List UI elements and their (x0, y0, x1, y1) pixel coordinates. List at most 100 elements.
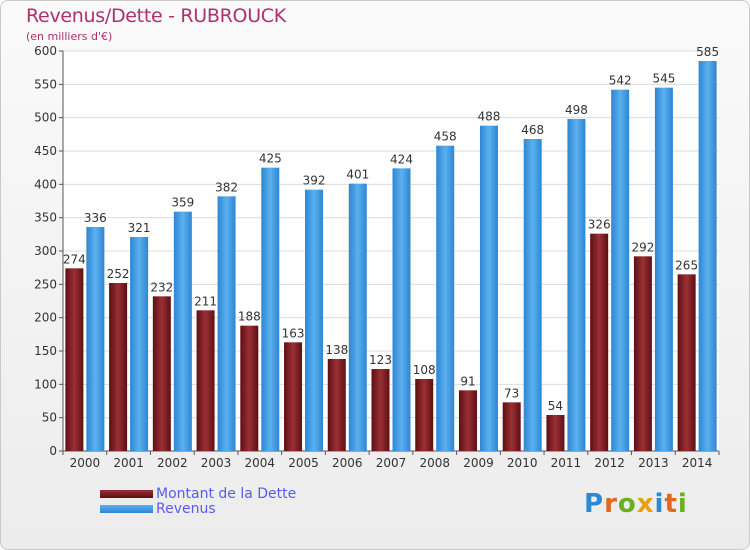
revenus-bar (348, 183, 367, 451)
debt-bar-label: 108 (413, 363, 436, 377)
x-tick-label: 2010 (507, 456, 538, 470)
revenus-bar-label: 545 (652, 72, 675, 86)
revenus-bar (305, 189, 324, 451)
data-labels: 274 336 252 321 232 359 211 382 188 425 163 392 138 4… (63, 45, 719, 413)
x-tick-label: 2009 (463, 456, 494, 470)
logo-letter: i (654, 489, 665, 519)
debt-bar (152, 296, 171, 451)
logo-letter: r (604, 489, 618, 519)
revenus-bar-label: 401 (346, 168, 369, 182)
legend-label-debt: Montant de la Dette (156, 486, 297, 502)
x-tick-label: 2003 (201, 456, 232, 470)
debt-bar (546, 415, 565, 451)
revenus-bar-label: 424 (390, 152, 413, 166)
revenus-bar (86, 227, 105, 451)
y-tick-label: 600 (34, 44, 57, 58)
y-tick-label: 550 (34, 77, 57, 91)
y-axis-ticks: 0 50 100 150 200 250 300 350 400 450 500 550 600 (34, 44, 719, 458)
revenus-bar-label: 382 (215, 180, 238, 194)
revenus-bar (130, 237, 149, 451)
debt-bar-label: 73 (504, 386, 519, 400)
x-tick-label: 2007 (376, 456, 407, 470)
revenus-bar-label: 458 (434, 130, 457, 144)
y-tick-label: 250 (34, 277, 57, 291)
revenus-bar-label: 392 (303, 174, 326, 188)
y-tick-label: 450 (34, 144, 57, 158)
y-tick-label: 150 (34, 344, 57, 358)
x-tick-label: 2005 (288, 456, 319, 470)
debt-bar-label: 188 (238, 310, 261, 324)
revenus-bar-label: 359 (171, 196, 194, 210)
revenus-bar-label: 542 (609, 74, 632, 88)
x-tick-label: 2002 (157, 456, 188, 470)
x-tick-label: 2006 (332, 456, 363, 470)
debt-bar (502, 402, 521, 451)
revenus-bar (479, 125, 498, 452)
logo-letter: P (584, 489, 605, 519)
revenus-bar (567, 119, 586, 451)
debt-bar-label: 138 (325, 343, 348, 357)
y-tick-label: 400 (34, 177, 57, 191)
debt-bar-label: 123 (369, 353, 392, 367)
debt-bar (109, 283, 128, 451)
debt-bar (677, 274, 696, 451)
revenus-bar-label: 321 (128, 221, 151, 235)
x-tick-label: 2013 (638, 456, 669, 470)
x-tick-label: 2012 (594, 456, 625, 470)
debt-bar (590, 233, 609, 451)
revenus-bar (654, 87, 673, 452)
y-tick-label: 200 (34, 311, 57, 325)
debt-bar-label: 274 (63, 252, 86, 266)
revenus-bar (523, 139, 542, 451)
debt-bar (196, 310, 215, 451)
debt-bar (65, 268, 84, 451)
logo-letter: t (664, 489, 678, 519)
y-tick-label: 100 (34, 377, 57, 391)
debt-bar (415, 379, 434, 451)
y-tick-label: 300 (34, 244, 57, 258)
debt-bar-label: 211 (194, 294, 217, 308)
x-tick-label: 2008 (419, 456, 450, 470)
revenus-bar (698, 61, 717, 451)
revenus-bar-label: 336 (84, 211, 107, 225)
y-tick-label: 50 (42, 411, 57, 425)
debt-bar-label: 232 (150, 280, 173, 294)
legend-swatch-debt (100, 490, 153, 498)
logo-letter: o (617, 489, 637, 519)
debt-bar-label: 292 (631, 240, 654, 254)
revenus-bar-label: 468 (521, 123, 544, 137)
x-tick-label: 2000 (70, 456, 101, 470)
y-tick-label: 500 (34, 111, 57, 125)
debt-bar-label: 163 (282, 326, 305, 340)
debt-bar-label: 265 (675, 258, 698, 272)
x-tick-label: 2014 (682, 456, 713, 470)
proxiti-logo: Proxiti (584, 489, 688, 519)
revenus-bar (392, 168, 411, 452)
x-tick-label: 2001 (113, 456, 144, 470)
debt-bar (240, 325, 259, 451)
debt-bar (371, 369, 390, 451)
debt-bar (633, 256, 652, 451)
gridlines (63, 50, 719, 452)
debt-bar (327, 359, 346, 451)
legend-swatch-revenus (100, 505, 153, 513)
revenus-bar-label: 425 (259, 152, 282, 166)
x-tick-label: 2011 (551, 456, 582, 470)
debt-bar-label: 54 (548, 399, 563, 413)
logo-letter: x (636, 489, 655, 519)
debt-bar-label: 91 (460, 374, 475, 388)
revenus-bar (261, 167, 280, 451)
debt-bar (458, 390, 477, 451)
revenus-bar (436, 145, 455, 451)
x-tick-label: 2004 (245, 456, 276, 470)
x-axis-ticks: 2000 2001 2002 2003 2004 2005 2006 2007 2008 2009… (62, 451, 720, 470)
revenus-bar (611, 89, 630, 452)
logo-letter: i (677, 489, 688, 519)
chart-title: Revenus/Dette - RUBROUCK (26, 5, 286, 27)
debt-bar (284, 342, 303, 451)
revenus-bar (217, 196, 236, 451)
revenus-bar-label: 585 (696, 45, 719, 59)
revenus-bar-label: 488 (478, 110, 501, 124)
